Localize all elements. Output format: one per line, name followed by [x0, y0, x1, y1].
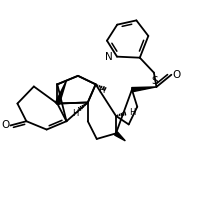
Text: H: H: [98, 86, 105, 95]
Polygon shape: [55, 81, 67, 104]
Polygon shape: [132, 87, 156, 92]
Polygon shape: [115, 132, 125, 141]
Text: N: N: [105, 52, 112, 62]
Text: S: S: [152, 76, 158, 86]
Text: H: H: [72, 109, 79, 119]
Text: H: H: [129, 108, 135, 117]
Text: O: O: [172, 70, 181, 80]
Text: O: O: [1, 121, 9, 131]
